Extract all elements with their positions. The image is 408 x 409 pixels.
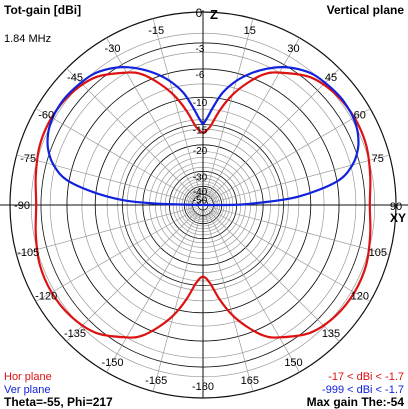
gain-ring-label: -10 [193,98,208,109]
grid-spoke [208,207,371,302]
grid-spoke [205,37,300,200]
gain-ring-label: -20 [193,146,208,157]
zero-axis-label: 0 [196,6,203,20]
angle-tick-label: 165 [241,375,259,387]
angle-tick-label: -60 [38,110,54,122]
hor-range-label: -17 < dBi < -1.7 [328,371,404,383]
angle-tick-label: -15 [148,25,164,37]
frequency-label: 1.84 MHz [4,33,51,45]
angle-tick-label: 135 [322,328,340,340]
angle-tick-label: -180 [192,381,214,393]
hor-plane-curve [34,71,372,339]
grid-spoke [204,18,254,200]
plane-title: Vertical plane [327,3,405,17]
ver-plane-legend: Ver plane [4,384,50,396]
angle-tick-label: 15 [244,25,256,37]
grid-spoke [206,68,340,202]
angle-tick-label: 120 [351,291,369,303]
gain-ring-label: -15 [193,126,208,137]
angle-tick-label: 105 [369,247,387,259]
grid-spoke [208,206,390,256]
grid-spoke [152,18,202,200]
grid-spoke [205,210,300,373]
gain-ring-label: -3 [196,44,205,55]
grid-spoke [106,37,201,200]
grid-spoke [208,108,371,203]
angle-and-gain-labels: -15 -30 -45 -60 -75 -90 -105 -120 -135 -150 -165 -1… [14,25,387,393]
gain-ring-label: -30 [193,172,208,183]
angle-tick-label: -150 [101,357,123,369]
ver-plane-curve [46,65,360,207]
grid-spoke [35,108,198,203]
angle-tick-label: -45 [67,72,83,84]
grid-spoke [152,210,202,392]
angle-tick-label: -30 [105,43,121,55]
angle-tick-label: -75 [20,153,36,165]
angle-tick-label: 45 [325,72,337,84]
angle-tick-label: 30 [287,43,299,55]
theta-phi-label: Theta=-55, Phi=217 [4,395,113,409]
grid-spoke [66,68,200,202]
gain-ring-label: -50 [193,196,208,207]
angle-tick-label: 60 [354,110,366,122]
angle-tick-label: -105 [17,247,39,259]
grid-spoke [16,154,198,204]
xy-axis-label: XY [390,211,406,225]
grid-spoke [208,154,390,204]
gain-ring-label: -6 [196,70,205,81]
angle-tick-label: -120 [35,291,57,303]
z-axis-label: Z [210,7,218,22]
grid-spoke [35,207,198,302]
grid-spoke [106,210,201,373]
angle-tick-label: -165 [145,375,167,387]
grid-spoke [66,208,200,342]
grid-spoke [16,206,198,256]
angle-tick-label: 75 [372,153,384,165]
gain-ring-label: -40 [193,187,208,198]
ninety-axis-label: 90 [390,201,402,213]
pattern-curves [34,65,372,339]
angle-tick-label: -90 [14,200,30,212]
grid-spoke [204,210,254,392]
hor-plane-legend: Hor plane [4,371,52,383]
angle-tick-label: -135 [64,328,86,340]
grid-spoke [206,208,340,342]
chart-title: Tot-gain [dBi] [4,3,81,17]
max-gain-label: Max gain The:-54 [307,395,405,409]
angle-tick-label: 150 [284,357,302,369]
ver-range-label: -999 < dBi < -1.7 [322,384,404,396]
